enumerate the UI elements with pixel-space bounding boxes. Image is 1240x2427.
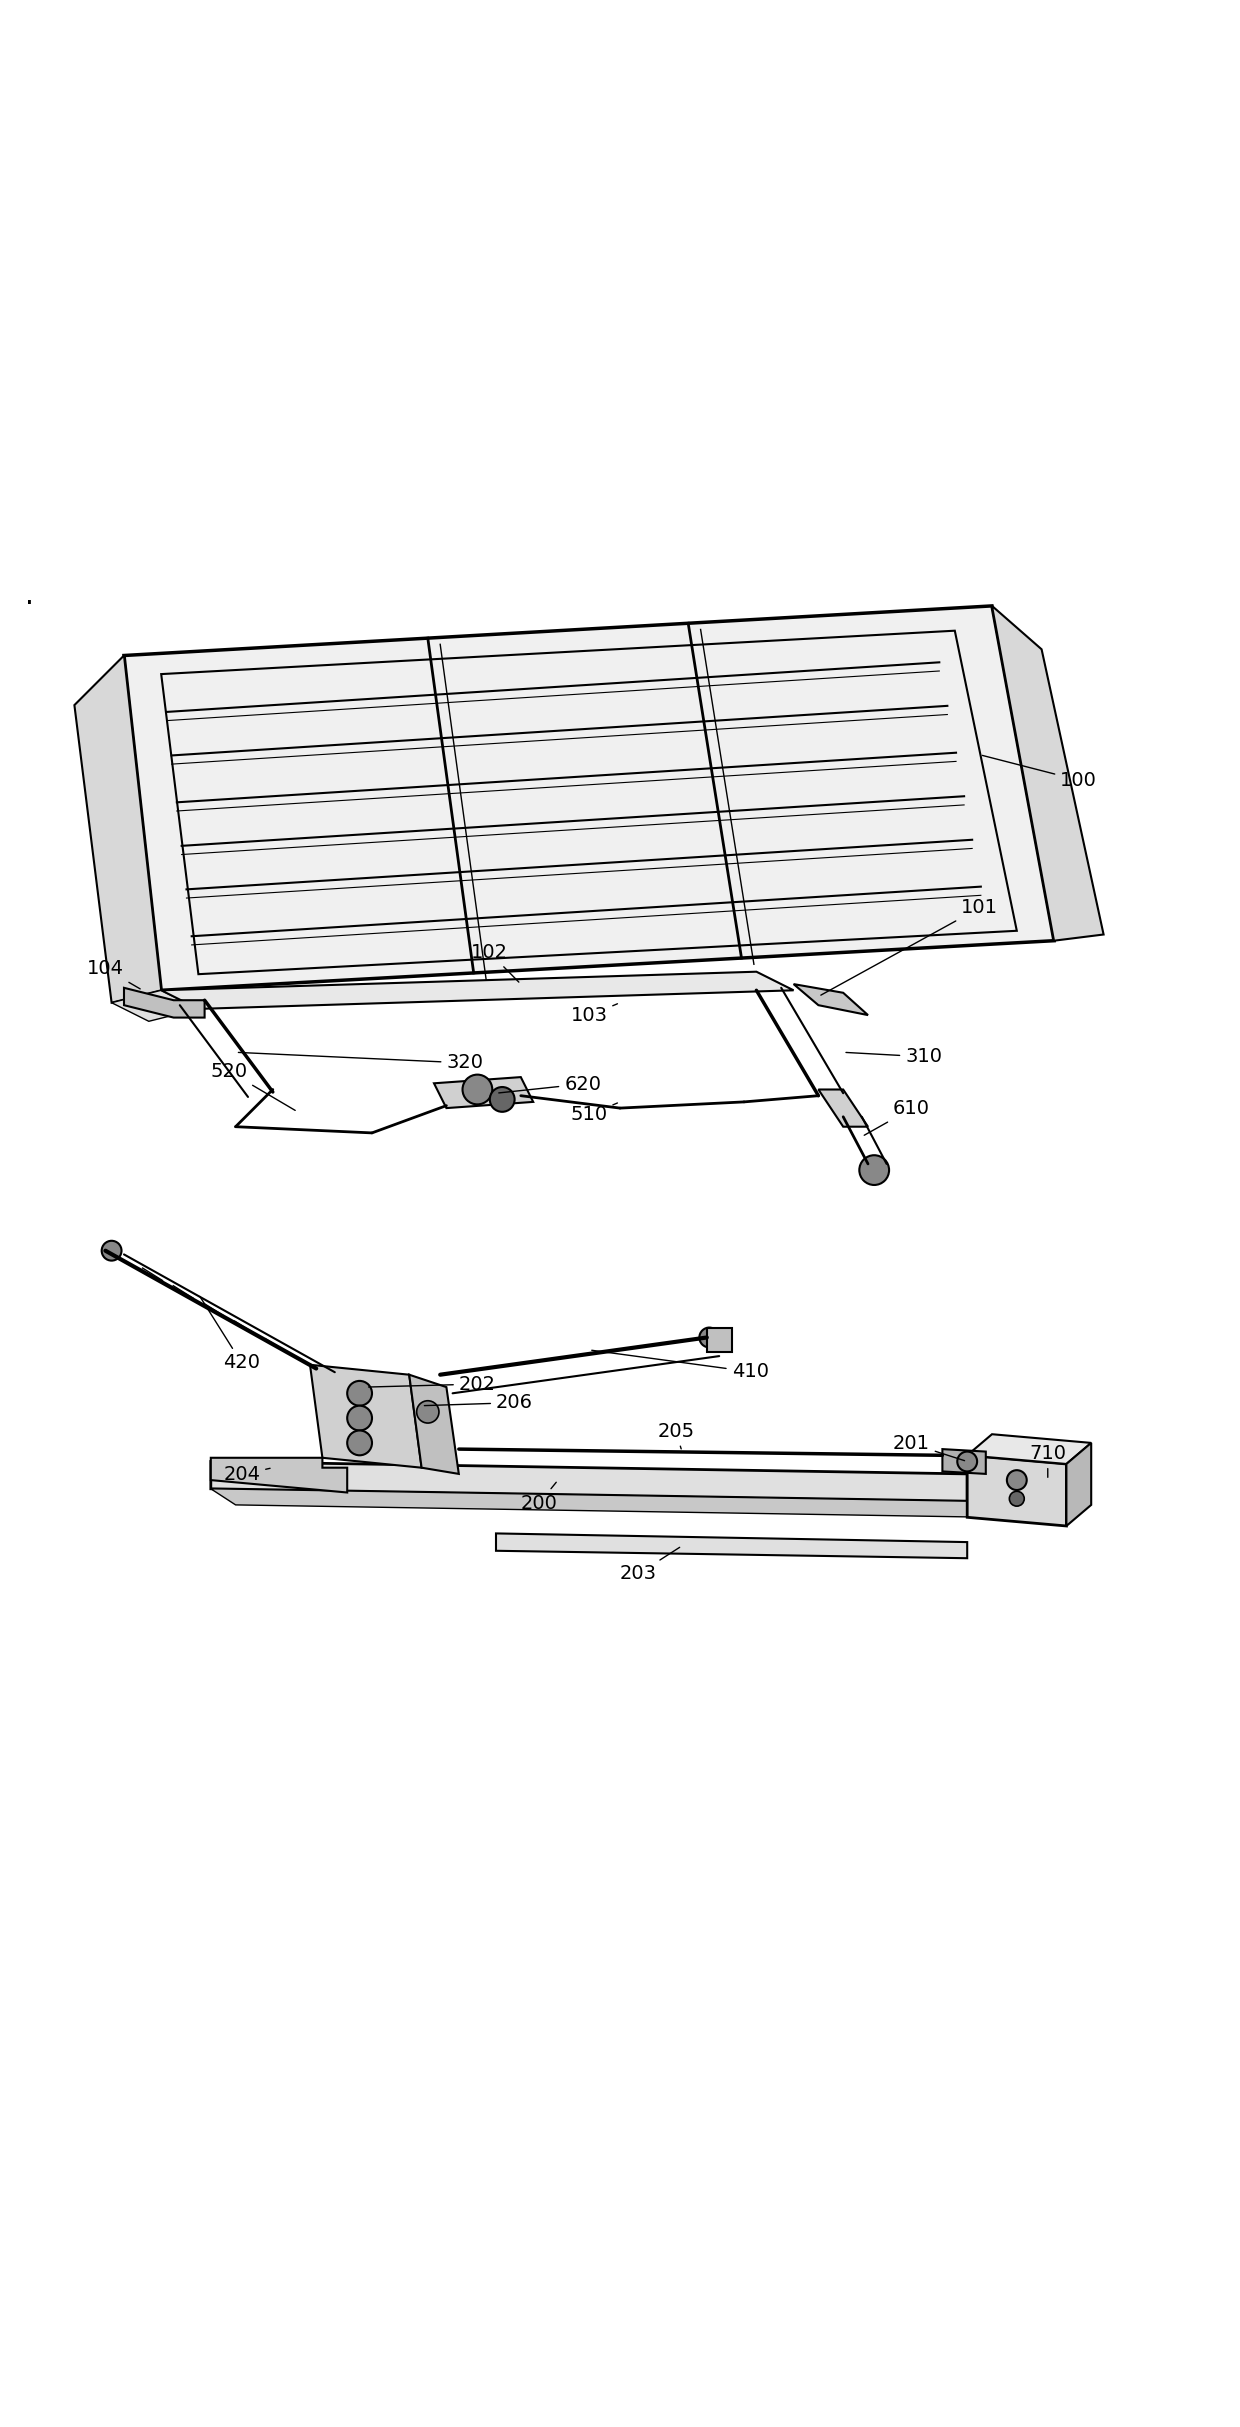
Text: 206: 206 <box>424 1393 533 1413</box>
Text: 410: 410 <box>591 1349 769 1381</box>
Text: 103: 103 <box>570 1005 618 1024</box>
Text: 101: 101 <box>821 898 998 995</box>
Circle shape <box>417 1400 439 1422</box>
Polygon shape <box>434 1078 533 1109</box>
Polygon shape <box>211 1459 347 1493</box>
Polygon shape <box>161 971 794 1010</box>
Polygon shape <box>74 655 161 1002</box>
Text: 204: 204 <box>223 1466 270 1483</box>
Polygon shape <box>112 990 198 1022</box>
Polygon shape <box>818 1090 868 1126</box>
Text: 205: 205 <box>657 1422 694 1449</box>
Circle shape <box>347 1430 372 1456</box>
Text: 202: 202 <box>368 1374 496 1393</box>
Polygon shape <box>310 1364 422 1468</box>
Text: 420: 420 <box>200 1296 260 1374</box>
Text: 201: 201 <box>893 1434 965 1461</box>
Text: 200: 200 <box>521 1483 558 1512</box>
Circle shape <box>347 1405 372 1430</box>
Circle shape <box>1009 1490 1024 1507</box>
Text: 203: 203 <box>620 1548 680 1582</box>
Polygon shape <box>707 1328 732 1352</box>
Polygon shape <box>496 1534 967 1558</box>
Polygon shape <box>1066 1444 1091 1527</box>
Polygon shape <box>124 607 1054 990</box>
Text: 620: 620 <box>498 1075 601 1095</box>
Circle shape <box>1007 1471 1027 1490</box>
Polygon shape <box>992 607 1104 942</box>
Circle shape <box>699 1328 719 1347</box>
Text: 104: 104 <box>87 959 140 988</box>
Circle shape <box>463 1075 492 1104</box>
Polygon shape <box>967 1434 1091 1463</box>
Circle shape <box>347 1381 372 1405</box>
Polygon shape <box>409 1374 459 1473</box>
Text: ·: · <box>25 590 33 619</box>
Text: 102: 102 <box>471 944 518 983</box>
Polygon shape <box>211 1488 992 1517</box>
Circle shape <box>490 1087 515 1112</box>
Text: 310: 310 <box>846 1046 942 1065</box>
Circle shape <box>859 1155 889 1184</box>
Circle shape <box>957 1451 977 1471</box>
Text: 710: 710 <box>1029 1444 1066 1478</box>
Polygon shape <box>942 1449 986 1473</box>
Text: 320: 320 <box>238 1053 484 1073</box>
Text: 100: 100 <box>982 755 1097 789</box>
Polygon shape <box>124 988 205 1017</box>
Text: 520: 520 <box>211 1063 295 1112</box>
Text: 510: 510 <box>570 1102 618 1124</box>
Polygon shape <box>794 983 868 1014</box>
Polygon shape <box>211 1461 967 1502</box>
Polygon shape <box>967 1456 1066 1527</box>
Text: 610: 610 <box>864 1099 930 1136</box>
Circle shape <box>102 1240 122 1260</box>
